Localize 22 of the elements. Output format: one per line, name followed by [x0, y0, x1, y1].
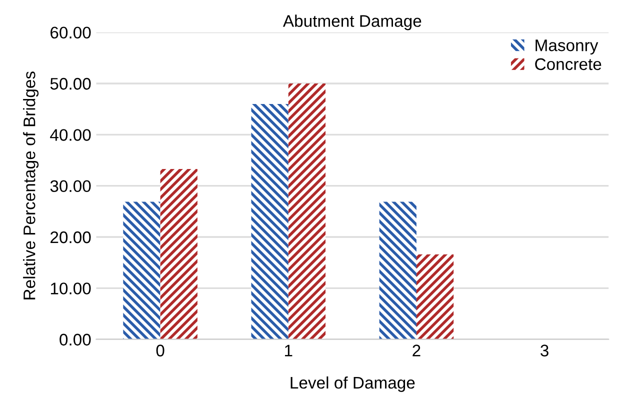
- y-tick-label: 60.00: [50, 26, 91, 39]
- y-axis-title: Relative Percentage of Bridges: [23, 72, 39, 300]
- y-tick-label: 0.00: [60, 334, 91, 346]
- y-tick-label: 10.00: [50, 282, 91, 294]
- y-tick-label: 40.00: [50, 129, 91, 141]
- bar: [160, 168, 198, 340]
- bar: [416, 254, 454, 340]
- bar: [251, 104, 288, 340]
- bar: [123, 202, 160, 340]
- legend-label: Masonry: [536, 40, 598, 55]
- bar: [288, 83, 326, 340]
- x-tick-label: 1: [285, 344, 292, 356]
- x-axis-title: Level of Damage: [290, 376, 415, 392]
- legend-label: Concrete: [535, 58, 602, 70]
- x-tick-label: 2: [412, 344, 420, 356]
- y-tick-label: 50.00: [50, 78, 91, 90]
- bar: [379, 202, 416, 340]
- y-tick-label: 30.00: [50, 180, 91, 192]
- y-tick-label: 20.00: [50, 231, 91, 244]
- chart-title: Abutment Damage: [282, 14, 422, 30]
- x-tick-label: 3: [540, 344, 548, 356]
- x-tick-label: 0: [156, 344, 164, 356]
